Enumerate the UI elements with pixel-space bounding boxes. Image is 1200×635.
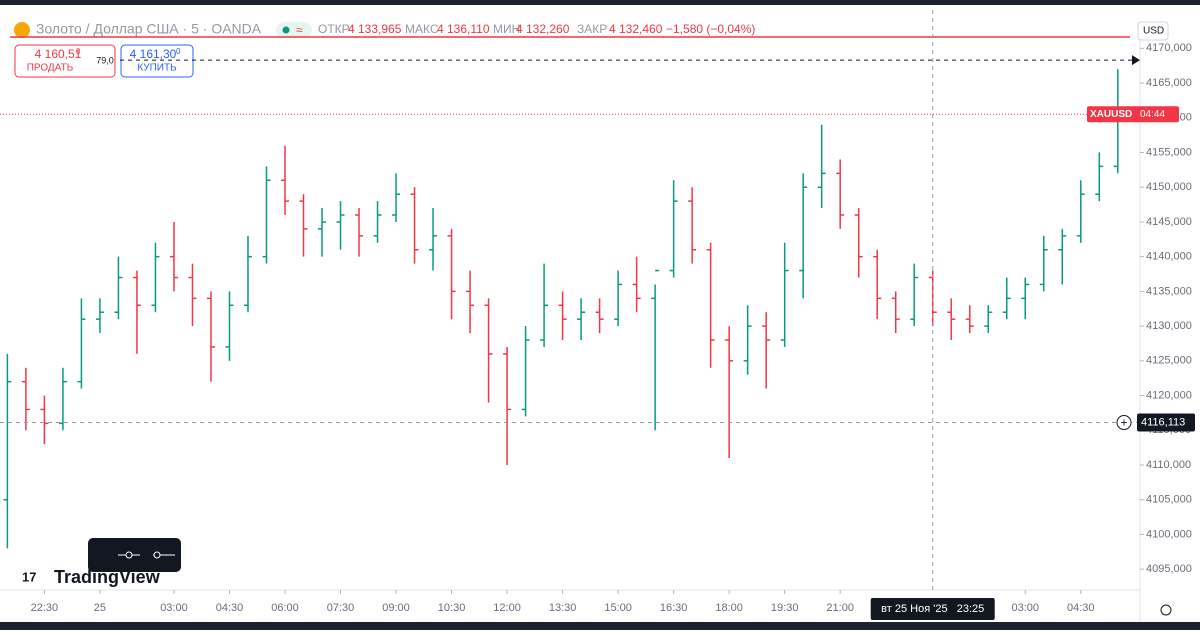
buy-button[interactable] xyxy=(120,44,194,78)
countdown: 04:44 xyxy=(1140,109,1165,120)
sell-label: ПРОДАТЬ xyxy=(27,63,74,74)
x-tick-label: 04:30 xyxy=(216,602,244,614)
x-tick-label: 04:30 xyxy=(1067,602,1095,614)
x-tick-label: 13:30 xyxy=(549,602,577,614)
y-tick-label: 4130,000 xyxy=(1146,320,1192,332)
y-tick-label: 4125,000 xyxy=(1146,355,1192,367)
spread: 79,0 xyxy=(96,55,114,65)
y-tick-label: 4120,000 xyxy=(1146,389,1192,401)
badge: ≈ xyxy=(296,23,303,37)
currency-box[interactable] xyxy=(1137,21,1169,41)
x-tick-label: 25 xyxy=(94,602,106,614)
y-tick-label: 4155,000 xyxy=(1146,146,1192,158)
y-tick-label: 4150,000 xyxy=(1146,181,1192,193)
x-tick-label: 06:00 xyxy=(271,602,299,614)
low: 4 132,260 xyxy=(516,22,570,36)
x-tick-label: 22:30 xyxy=(31,602,59,614)
currency: USD xyxy=(1143,26,1164,37)
tool-icon xyxy=(153,551,161,559)
crosshair-plus xyxy=(1116,415,1132,431)
x-tick-label: 03:00 xyxy=(160,602,188,614)
x-tick-label: 15:00 xyxy=(604,602,632,614)
close-label: ЗАКР xyxy=(577,22,607,36)
bottom-bar xyxy=(0,622,1200,630)
last-price-symbol: XAUUSD xyxy=(1090,109,1132,120)
x-tick-label: 21:00 xyxy=(826,602,854,614)
x-tick-label: 09:00 xyxy=(382,602,410,614)
x-tick-label: 19:30 xyxy=(771,602,799,614)
order-arrow xyxy=(1132,55,1140,66)
crosshair-x-box xyxy=(870,598,995,620)
buy-sup: 0 xyxy=(176,47,181,56)
buy-price: 4 161,30 xyxy=(130,47,177,61)
status-dot xyxy=(282,26,290,34)
y-tick-label: 4170,000 xyxy=(1146,42,1192,54)
low-label: МИН xyxy=(493,22,520,36)
logo-mark: 17 xyxy=(22,569,36,584)
y-tick-label: 4100,000 xyxy=(1146,528,1192,540)
sell-sup: 0 xyxy=(76,47,81,56)
crosshair-y-box xyxy=(1137,413,1195,432)
high-label: МАКС xyxy=(405,22,439,36)
x-tick-label: 18:00 xyxy=(715,602,743,614)
x-tick-label: 16:30 xyxy=(660,602,688,614)
crosshair-x-label: вт 25 Ноя '25 23:25 xyxy=(881,603,984,615)
open: 4 133,965 xyxy=(348,22,402,36)
buy-label: КУПИТЬ xyxy=(137,63,177,74)
y-tick-label: 4095,000 xyxy=(1146,563,1192,575)
logo: TradingView xyxy=(54,567,161,587)
y-tick-label: 4145,000 xyxy=(1146,216,1192,228)
sell-button[interactable] xyxy=(14,44,116,78)
x-tick-label: 03:00 xyxy=(1011,602,1039,614)
y-tick-label: 4165,000 xyxy=(1146,77,1192,89)
sell-price: 4 160,51 xyxy=(35,47,82,61)
status-badge xyxy=(276,22,312,38)
symbol: Золото / Доллар США · 5 · OANDA xyxy=(36,21,262,37)
y-tick-label: 4140,000 xyxy=(1146,251,1192,263)
y-tick-label: 4135,000 xyxy=(1146,285,1192,297)
tool-icon xyxy=(125,551,133,559)
high: 4 136,110 xyxy=(437,22,490,36)
crosshair-plus-sign: + xyxy=(1120,416,1127,430)
x-tick-label: 07:30 xyxy=(327,602,355,614)
y-tick-label: 4110,000 xyxy=(1146,459,1191,471)
x-tick-label: 10:30 xyxy=(438,602,466,614)
x-tick-label: 12:00 xyxy=(493,602,521,614)
close: 4 132,460 xyxy=(609,22,663,36)
change: −1,580 (−0,04%) xyxy=(666,22,755,36)
top-bar xyxy=(0,0,1200,5)
settings-icon[interactable] xyxy=(1160,604,1172,616)
open-label: ОТКР xyxy=(318,22,350,36)
y-tick-label: 4105,000 xyxy=(1146,494,1192,506)
last-price-box xyxy=(1087,106,1179,123)
crosshair-y-label: 4116,113 xyxy=(1141,416,1185,428)
symbol-icon xyxy=(14,22,30,38)
